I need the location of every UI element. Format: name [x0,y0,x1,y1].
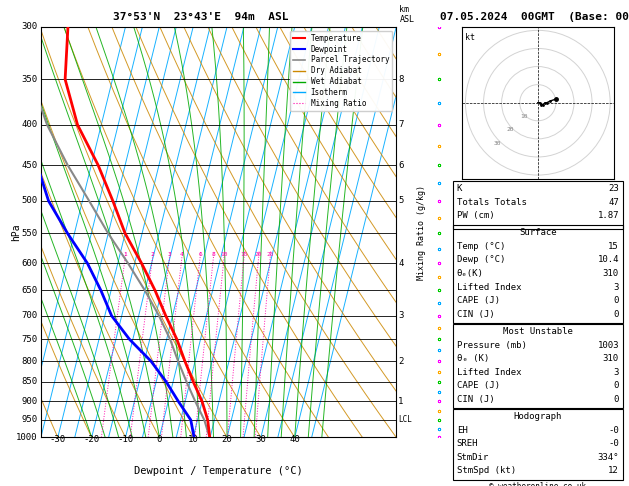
Text: CAPE (J): CAPE (J) [457,296,499,305]
Text: PW (cm): PW (cm) [457,211,494,220]
Text: Lifted Index: Lifted Index [457,368,521,377]
Text: 7: 7 [398,121,403,129]
Text: 37°53'N  23°43'E  94m  ASL: 37°53'N 23°43'E 94m ASL [113,12,289,22]
Text: CAPE (J): CAPE (J) [457,382,499,390]
Text: km
ASL: km ASL [399,5,415,24]
Text: 07.05.2024  00GMT  (Base: 00): 07.05.2024 00GMT (Base: 00) [440,12,629,22]
Text: 6: 6 [198,252,202,258]
Text: 2: 2 [151,252,154,258]
Text: 47: 47 [608,198,619,207]
Text: 10: 10 [188,434,199,444]
Text: © weatheronline.co.uk: © weatheronline.co.uk [489,482,586,486]
Text: -30: -30 [50,434,66,444]
Text: 700: 700 [21,311,37,320]
Text: 10: 10 [220,252,228,258]
Text: 650: 650 [21,286,37,295]
Text: θₑ(K): θₑ(K) [457,269,484,278]
Text: 750: 750 [21,335,37,344]
Text: 5: 5 [398,196,403,206]
Text: 20: 20 [255,252,262,258]
Text: Surface: Surface [519,228,557,237]
Text: 3: 3 [167,252,171,258]
Text: 600: 600 [21,259,37,268]
Text: LCL: LCL [398,416,412,424]
Text: 450: 450 [21,160,37,170]
Text: 40: 40 [289,434,300,444]
Text: 30: 30 [493,141,501,146]
Text: 20: 20 [507,127,515,132]
Text: 800: 800 [21,357,37,366]
Text: hPa: hPa [11,223,21,241]
Text: 850: 850 [21,378,37,386]
Text: Most Unstable: Most Unstable [503,327,573,336]
Text: 334°: 334° [598,453,619,462]
Text: Dewp (°C): Dewp (°C) [457,256,505,264]
Text: 30: 30 [255,434,266,444]
Text: 15: 15 [608,242,619,251]
Text: 3: 3 [398,311,403,320]
Text: 300: 300 [21,22,37,31]
Text: K: K [457,184,462,193]
Text: 1: 1 [123,252,127,258]
Text: 2: 2 [398,357,403,366]
Text: 3: 3 [613,283,619,292]
Text: 12: 12 [608,467,619,475]
Text: 0: 0 [613,296,619,305]
Text: 400: 400 [21,121,37,129]
Text: StmDir: StmDir [457,453,489,462]
Legend: Temperature, Dewpoint, Parcel Trajectory, Dry Adiabat, Wet Adiabat, Isotherm, Mi: Temperature, Dewpoint, Parcel Trajectory… [290,31,392,111]
Text: 4: 4 [398,259,403,268]
Text: SREH: SREH [457,439,478,448]
Text: 500: 500 [21,196,37,206]
Text: 3: 3 [613,368,619,377]
Text: CIN (J): CIN (J) [457,310,494,319]
Text: 20: 20 [221,434,232,444]
Text: 1: 1 [398,397,403,406]
Text: 1000: 1000 [16,433,37,442]
Text: Temp (°C): Temp (°C) [457,242,505,251]
Text: 23: 23 [608,184,619,193]
Text: 1003: 1003 [598,341,619,349]
Text: 0: 0 [157,434,162,444]
Text: StmSpd (kt): StmSpd (kt) [457,467,516,475]
Text: 0: 0 [613,310,619,319]
Text: 10.4: 10.4 [598,256,619,264]
Text: 350: 350 [21,75,37,84]
Text: 10: 10 [520,114,528,119]
Text: -10: -10 [118,434,133,444]
Text: Pressure (mb): Pressure (mb) [457,341,526,349]
Text: 550: 550 [21,229,37,238]
Text: -0: -0 [608,426,619,434]
Text: kt: kt [465,33,475,42]
Text: Mixing Ratio (g/kg): Mixing Ratio (g/kg) [417,185,426,279]
Text: 25: 25 [267,252,274,258]
Text: -0: -0 [608,439,619,448]
Text: 900: 900 [21,397,37,406]
Text: 950: 950 [21,416,37,424]
Text: 4: 4 [180,252,184,258]
Text: 8: 8 [211,252,215,258]
Text: EH: EH [457,426,467,434]
Text: Lifted Index: Lifted Index [457,283,521,292]
Text: θₑ (K): θₑ (K) [457,354,489,363]
Text: 310: 310 [603,354,619,363]
Text: Hodograph: Hodograph [514,412,562,421]
Text: 0: 0 [613,395,619,404]
Text: 0: 0 [613,382,619,390]
Text: Totals Totals: Totals Totals [457,198,526,207]
Text: 6: 6 [398,160,403,170]
Text: -20: -20 [84,434,100,444]
Text: 15: 15 [240,252,248,258]
Text: 8: 8 [398,75,403,84]
Text: CIN (J): CIN (J) [457,395,494,404]
Text: 310: 310 [603,269,619,278]
Text: 1.87: 1.87 [598,211,619,220]
Text: Dewpoint / Temperature (°C): Dewpoint / Temperature (°C) [134,466,303,476]
